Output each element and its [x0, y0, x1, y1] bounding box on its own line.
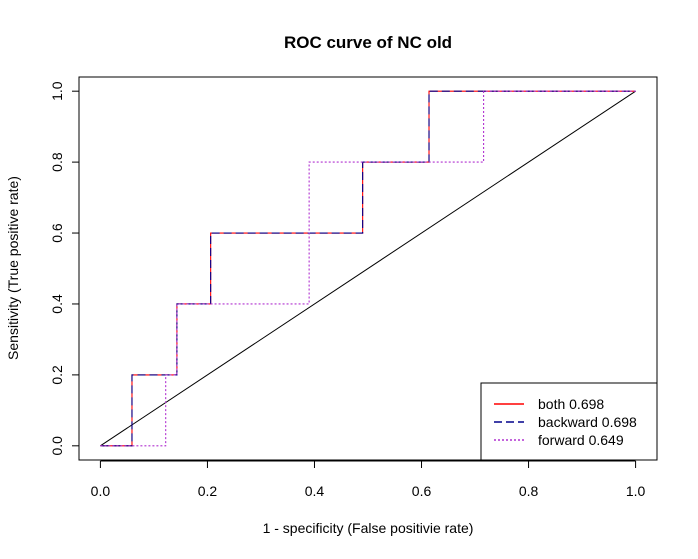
- reference-diagonal-line: [100, 90, 636, 447]
- x-tick-label: 0.0: [91, 483, 111, 499]
- x-tick-label: 0.4: [305, 483, 325, 499]
- x-axis-label: 1 - specificity (False positivie rate): [263, 520, 474, 536]
- legend-label: both 0.698: [538, 396, 604, 412]
- y-tick-label: 0.0: [49, 436, 65, 456]
- legend-label: forward 0.649: [538, 432, 624, 448]
- x-tick-label: 0.2: [198, 483, 218, 499]
- plot-marks: [100, 90, 636, 447]
- y-axis-label: Sensitivity (True positive rate): [5, 176, 21, 360]
- x-tick-label: 0.8: [519, 483, 539, 499]
- x-tick-label: 1.0: [626, 483, 646, 499]
- roc-series-2-line: [100, 90, 636, 447]
- roc-series-3-line: [100, 90, 636, 447]
- legend: both 0.698 backward 0.698 forward 0.649: [480, 382, 658, 461]
- x-tick-label: 0.6: [412, 483, 432, 499]
- x-axis: 0.0 0.2 0.4 0.6 0.8 1.0: [91, 460, 646, 499]
- chart-title: ROC curve of NC old: [284, 33, 452, 52]
- legend-label: backward 0.698: [538, 414, 637, 430]
- y-tick-label: 0.2: [49, 365, 65, 385]
- y-tick-label: 0.4: [49, 294, 65, 314]
- y-tick-label: 0.6: [49, 223, 65, 243]
- y-tick-label: 0.8: [49, 152, 65, 172]
- legend-box: [480, 382, 658, 461]
- y-tick-label: 1.0: [49, 81, 65, 101]
- y-axis: 0.0 0.2 0.4 0.6 0.8 1.0: [49, 81, 80, 456]
